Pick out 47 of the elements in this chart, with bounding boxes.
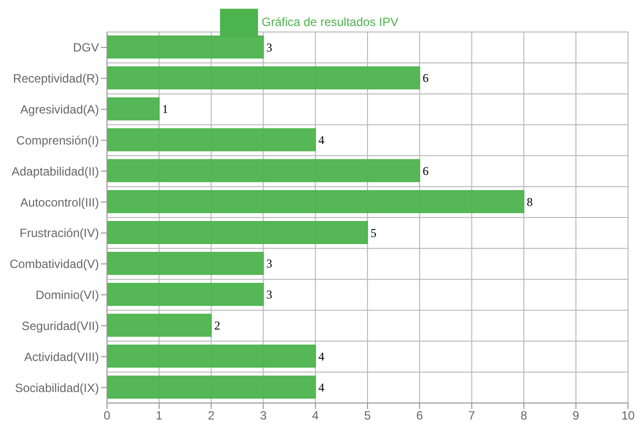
data-label: 4 <box>318 133 324 148</box>
x-tick-label: 10 <box>621 408 635 423</box>
data-label: 4 <box>318 380 324 394</box>
bar <box>107 159 420 182</box>
y-tick-label: Receptividad(R) <box>12 72 99 86</box>
bar <box>107 282 264 306</box>
data-label: 3 <box>266 40 272 54</box>
y-tick-label: Actividad(VIII) <box>24 350 99 364</box>
data-label: 3 <box>266 288 272 302</box>
bar <box>107 97 160 120</box>
bar <box>107 344 316 368</box>
bar <box>107 128 316 152</box>
x-tick-label: 4 <box>312 408 320 423</box>
x-tick-label: 2 <box>208 408 215 423</box>
bar <box>107 376 316 399</box>
x-tick-label: 3 <box>260 408 267 423</box>
bar <box>107 66 420 90</box>
y-tick-label: Agresividad(A) <box>20 102 99 117</box>
bar <box>107 190 524 214</box>
data-label: 2 <box>214 318 220 333</box>
data-label: 5 <box>370 226 376 240</box>
x-tick-label: 0 <box>104 408 111 423</box>
data-label: 3 <box>266 256 272 271</box>
y-tick-label: Autocontrol(III) <box>20 195 99 210</box>
x-tick-label: 8 <box>520 408 528 423</box>
data-label: 6 <box>422 164 429 178</box>
legend-label: Gráfica de resultados IPV <box>262 15 398 30</box>
data-label: 1 <box>162 102 168 116</box>
y-tick-label: Comprensión(I) <box>16 133 99 148</box>
y-tick-label: Sociabilidad(IX) <box>14 380 99 395</box>
data-label: 4 <box>318 349 324 364</box>
x-tick-label: 1 <box>156 408 163 423</box>
x-tick-label: 5 <box>364 408 372 423</box>
bar <box>107 221 368 244</box>
bar <box>107 314 212 337</box>
y-tick-label: Dominio(VI) <box>36 288 99 302</box>
y-tick-label: Seguridad(VII) <box>22 318 99 333</box>
data-label: 8 <box>526 194 533 209</box>
y-tick-label: DGV <box>72 40 99 55</box>
x-tick-label: 6 <box>416 408 424 423</box>
y-tick-label: Frustración(IV) <box>20 226 99 240</box>
x-tick-label: 7 <box>468 408 476 423</box>
data-label: 6 <box>422 71 429 86</box>
y-tick-label: Combatividad(V) <box>10 257 99 272</box>
x-tick-label: 9 <box>572 408 580 423</box>
bar <box>107 252 264 275</box>
y-tick-label: Adaptabilidad(II) <box>12 164 99 178</box>
